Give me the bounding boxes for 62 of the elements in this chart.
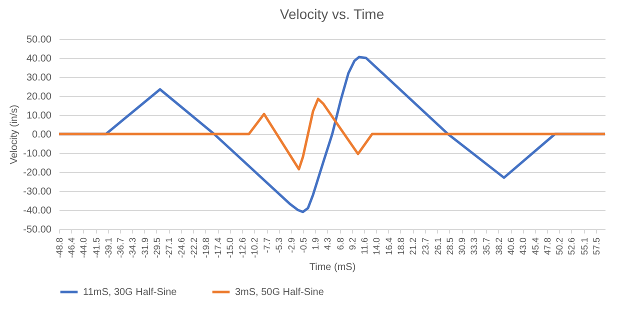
- x-tick-label: -12.6: [237, 238, 248, 258]
- x-tick-label: 30.9: [457, 238, 468, 256]
- x-tick-label: -48.8: [54, 238, 64, 258]
- x-tick-label: -19.8: [200, 238, 211, 258]
- x-tick-label: -15.0: [225, 238, 236, 258]
- x-tick-label: -39.1: [103, 238, 114, 258]
- x-tick-label: -0.5: [298, 238, 308, 254]
- x-tick-label: 52.6: [566, 238, 577, 256]
- y-tick-label: -30.00: [23, 186, 52, 198]
- x-tick-label: 11.6: [360, 238, 370, 254]
- x-tick-label: 35.7: [481, 238, 492, 256]
- x-tick-label: -36.7: [116, 238, 126, 258]
- x-tick-label: 23.7: [420, 238, 431, 256]
- x-tick-label: -24.6: [176, 238, 187, 258]
- y-tick-label: 30.00: [26, 72, 52, 84]
- y-axis-title: Velocity (in/s): [9, 104, 20, 164]
- x-tick-label: -31.9: [140, 238, 150, 258]
- x-tick-label: 4.3: [322, 238, 333, 250]
- x-tick-label: 18.8: [396, 238, 406, 256]
- x-tick-label: 43.0: [518, 238, 528, 256]
- y-tick-label: 40.00: [26, 54, 52, 64]
- legend-label: 3mS, 50G Half-Sine: [235, 287, 324, 298]
- x-tick-label: 50.2: [554, 238, 565, 256]
- x-tick-label: 9.2: [347, 238, 358, 250]
- y-tick-label: -10.00: [23, 148, 52, 160]
- y-tick-label: 10.00: [26, 110, 52, 122]
- x-tick-label: -5.3: [274, 238, 284, 254]
- x-tick-label: -34.3: [128, 238, 138, 258]
- x-tick-label: 55.1: [579, 238, 590, 256]
- x-tick-label: 14.0: [372, 238, 382, 256]
- x-tick-label: 40.6: [506, 238, 516, 256]
- legend-label: 11mS, 30G Half-Sine: [83, 287, 178, 298]
- x-tick-label: -44.0: [78, 238, 89, 258]
- y-tick-label: 50.00: [26, 34, 52, 46]
- y-tick-label: -40.00: [23, 206, 52, 216]
- x-tick-label: 38.2: [494, 238, 504, 256]
- x-tick-label: -17.4: [213, 238, 224, 258]
- line-series: [59, 98, 605, 170]
- x-tick-label: 47.8: [542, 238, 552, 256]
- x-tick-label: 28.5: [444, 238, 455, 256]
- x-tick-label: -41.5: [91, 238, 102, 258]
- x-tick-label: 26.1: [432, 238, 443, 256]
- x-tick-label: 1.9: [310, 238, 321, 250]
- y-tick-label: 20.00: [26, 92, 52, 102]
- x-tick-label: 33.3: [469, 238, 480, 256]
- x-tick-label: 57.5: [591, 238, 602, 256]
- x-tick-label: 45.4: [530, 238, 540, 256]
- x-tick-label: -10.2: [249, 238, 260, 258]
- x-tick-label: -7.7: [262, 238, 272, 254]
- x-tick-label: -29.5: [152, 238, 162, 258]
- y-tick-label: -20.00: [23, 168, 52, 178]
- x-tick-label: 16.4: [384, 238, 394, 256]
- y-tick-label: -50.00: [23, 224, 52, 236]
- x-tick-label: 21.2: [408, 238, 418, 256]
- x-tick-label: -46.4: [66, 238, 77, 258]
- x-tick-label: -2.9: [286, 238, 296, 254]
- x-axis-title: Time (mS): [309, 262, 356, 274]
- chart-title: Velocity vs. Time: [280, 6, 384, 22]
- y-tick-label: 0.00: [32, 130, 52, 140]
- x-tick-label: 6.8: [335, 238, 346, 250]
- x-tick-label: -27.1: [164, 238, 174, 258]
- x-tick-label: -22.2: [188, 238, 199, 258]
